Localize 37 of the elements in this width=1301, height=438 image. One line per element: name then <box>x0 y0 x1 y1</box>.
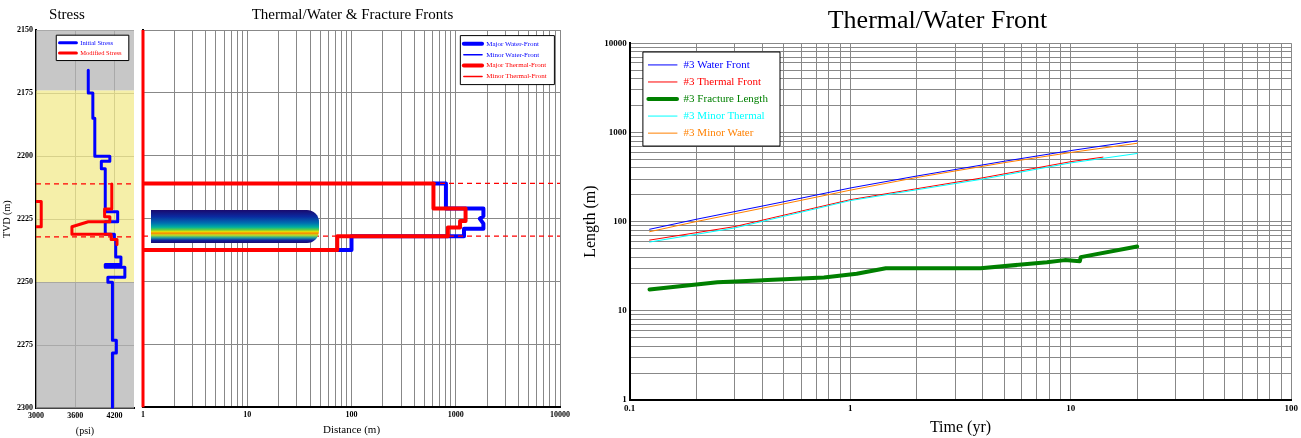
chart-title: Stress <box>49 5 86 22</box>
x-tick-label: 1000 <box>447 410 464 420</box>
y-tick-label: 1000 <box>608 126 628 137</box>
legend-label: #3 Minor Thermal <box>683 108 765 121</box>
y-tick-label: 2275 <box>17 340 33 350</box>
legend-label: #3 Minor Water <box>683 126 754 139</box>
y-tick-label: 10000 <box>604 37 628 48</box>
y-tick-label: 10 <box>617 305 628 316</box>
x-tick-label: 1 <box>847 402 853 413</box>
x-tick-label: 0.1 <box>624 402 636 413</box>
chart-title: Thermal/Water Front <box>827 5 1049 35</box>
x-tick-label: 10 <box>243 410 252 420</box>
x-tick-label: 3600 <box>67 411 84 421</box>
y-tick-label: 2225 <box>17 214 33 224</box>
chart-title: Thermal/Water & Fracture Fronts <box>251 5 454 22</box>
legend-label: #3 Water Front <box>683 57 750 70</box>
y-tick-label: 2150 <box>17 25 33 35</box>
x-tick-label: 100 <box>345 410 358 420</box>
y-tick-label: 1 <box>622 394 628 405</box>
y-axis-title: Length (m) <box>580 185 599 258</box>
x-tick-label: 4200 <box>106 411 123 421</box>
y-tick-label: 2200 <box>17 151 33 161</box>
y-axis-title: TVD (m) <box>0 200 13 238</box>
x-axis-title: Distance (m) <box>322 423 381 437</box>
x-tick-label: 100 <box>1284 402 1299 413</box>
y-tick-label: 100 <box>613 215 628 226</box>
y-tick-label: 2300 <box>17 403 33 413</box>
x-tick-label: 10 <box>1066 402 1076 413</box>
legend-label: #3 Thermal Front <box>683 74 762 87</box>
x-tick-label: 3000 <box>28 411 44 421</box>
x-tick-label: 1 <box>141 410 145 420</box>
x-axis-title: Time (yr) <box>929 417 992 436</box>
y-tick-label: 2250 <box>17 277 33 287</box>
y-tick-label: 2175 <box>17 88 33 98</box>
legend-label: #3 Fracture Length <box>683 91 769 104</box>
x-axis-title: (psi) <box>75 424 95 437</box>
x-tick-label: 10000 <box>550 410 570 420</box>
